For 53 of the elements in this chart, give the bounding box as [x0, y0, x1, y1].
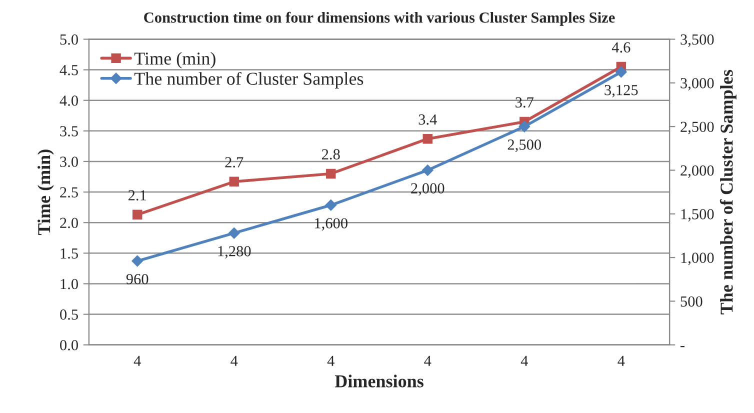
x-tick-label: 4 [134, 356, 141, 366]
x-axis-title: Dimensions [334, 374, 424, 388]
y-tick-label: 4.0 [60, 96, 78, 106]
point [132, 255, 143, 267]
y2-axis-title: The number of Cluster Samples [720, 70, 736, 314]
x-tick-label: 4 [424, 356, 432, 366]
y2-tick-label: 500 [680, 296, 702, 307]
y2-tick-label: - [680, 346, 685, 348]
y-tick-label: 2.5 [60, 187, 78, 198]
y2-tick-label: 2,000 [680, 165, 714, 178]
y-tick-label: 1.5 [60, 248, 78, 259]
data-label: 2,500 [508, 139, 542, 152]
y-tick-label: 1.0 [60, 278, 78, 290]
data-label: 2,000 [411, 183, 444, 196]
data-label: 2.8 [322, 149, 340, 160]
y2-tick-label: 3,000 [680, 78, 714, 91]
y-tick-label: 3.5 [60, 126, 78, 136]
y2-tick-label: 3,500 [680, 34, 714, 47]
point [422, 134, 433, 144]
x-tick-label: 4 [327, 356, 334, 366]
point [422, 164, 434, 176]
point [228, 227, 240, 239]
y-tick-label: 4.5 [60, 65, 78, 76]
point [616, 66, 627, 78]
data-label: 4.6 [612, 42, 630, 53]
data-label: 960 [126, 274, 148, 284]
data-label: 1,600 [315, 218, 348, 231]
y2-tick-label: 1,500 [681, 209, 714, 222]
y2-tick-label: 2,500 [680, 122, 714, 134]
point [518, 120, 530, 132]
x-tick-label: 4 [230, 356, 238, 366]
chart-title: Construction time on four dimensions with various Cluster Samples Size [144, 12, 615, 26]
y-tick-label: 5.0 [60, 34, 78, 45]
y-tick-label: 2.0 [60, 218, 78, 228]
y-tick-label: 0.5 [60, 309, 78, 320]
point [229, 176, 239, 187]
legend-label: Time (min) [134, 52, 216, 68]
point [132, 210, 142, 220]
data-label: 3,125 [604, 84, 638, 98]
y-tick-label: 3.0 [60, 156, 78, 167]
data-label: 3.4 [418, 114, 437, 125]
y-axis-title: Time (min) [38, 150, 54, 235]
y2-tick-label: 1,000 [681, 252, 714, 266]
point [326, 168, 336, 179]
data-label: 2.7 [225, 157, 244, 168]
legend-label: The number of Cluster Samples [134, 72, 364, 89]
point [325, 200, 336, 211]
x-tick-label: 4 [520, 356, 528, 366]
y-tick-label: 0.0 [60, 340, 78, 350]
data-label: 2.1 [128, 190, 146, 201]
x-tick-label: 4 [618, 356, 625, 366]
data-label: 3.7 [516, 97, 534, 108]
data-label: 1,280 [218, 246, 251, 259]
